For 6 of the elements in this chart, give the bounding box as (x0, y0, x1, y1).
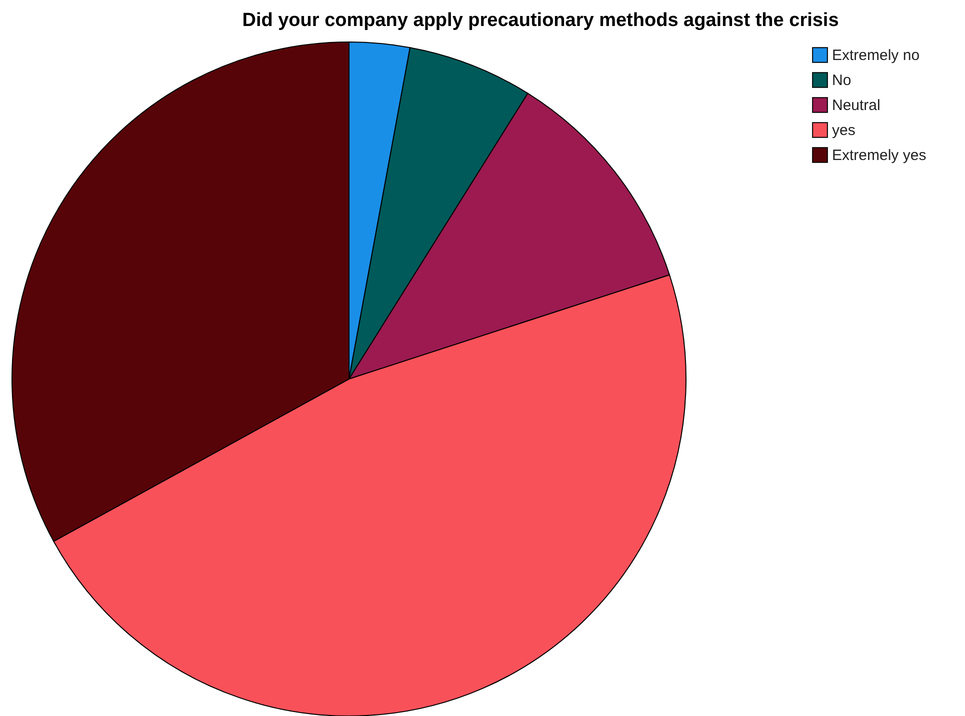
legend-label: Neutral (832, 97, 880, 114)
legend-label: Extremely no (832, 47, 920, 64)
legend-label: yes (832, 122, 856, 139)
legend-label: Extremely yes (832, 147, 926, 164)
legend-label: No (832, 72, 852, 89)
chart-title: Did your company apply precautionary methods against the crisis (242, 10, 839, 31)
